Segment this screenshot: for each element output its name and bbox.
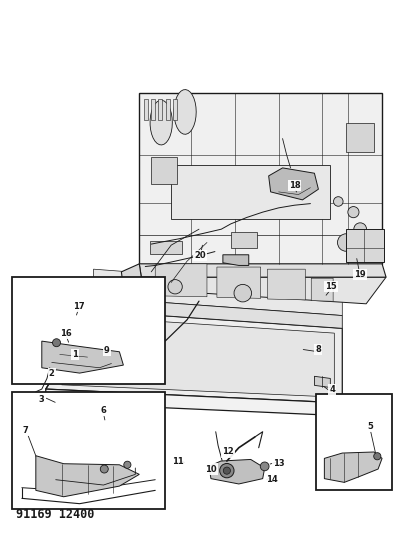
Bar <box>346 123 374 152</box>
Circle shape <box>94 345 105 356</box>
Polygon shape <box>314 376 330 387</box>
Polygon shape <box>209 459 265 484</box>
Text: 13: 13 <box>273 459 285 468</box>
Text: 7: 7 <box>23 426 29 435</box>
Circle shape <box>124 461 131 469</box>
Polygon shape <box>346 229 384 262</box>
Polygon shape <box>72 305 94 325</box>
Text: 4: 4 <box>330 385 335 393</box>
Circle shape <box>334 197 343 206</box>
Bar <box>150 241 182 254</box>
Polygon shape <box>94 269 342 316</box>
Polygon shape <box>139 93 382 264</box>
Circle shape <box>348 207 359 217</box>
Polygon shape <box>174 90 196 134</box>
Text: 91169 12400: 91169 12400 <box>16 508 94 521</box>
Text: 6: 6 <box>101 406 106 415</box>
Polygon shape <box>46 389 342 416</box>
Polygon shape <box>46 311 342 403</box>
Text: 8: 8 <box>316 345 321 353</box>
Text: 16: 16 <box>60 329 72 337</box>
Circle shape <box>100 465 108 473</box>
Bar <box>316 394 392 490</box>
Polygon shape <box>223 255 249 265</box>
Bar <box>158 99 162 120</box>
Text: 9: 9 <box>104 346 109 354</box>
Text: 19: 19 <box>354 270 366 279</box>
Text: 3: 3 <box>39 395 45 404</box>
Text: 12: 12 <box>222 448 234 456</box>
Circle shape <box>220 464 234 478</box>
Polygon shape <box>324 452 382 482</box>
Text: 17: 17 <box>73 302 85 311</box>
Bar <box>166 99 170 120</box>
Circle shape <box>338 234 355 251</box>
Polygon shape <box>62 318 334 397</box>
Circle shape <box>223 467 230 474</box>
Text: 11: 11 <box>172 457 184 465</box>
Circle shape <box>53 339 60 346</box>
Text: 10: 10 <box>205 465 217 473</box>
Polygon shape <box>217 267 261 298</box>
Bar <box>151 99 155 120</box>
Text: 2: 2 <box>49 369 55 377</box>
Polygon shape <box>267 269 305 300</box>
Circle shape <box>374 453 381 460</box>
Polygon shape <box>121 264 141 288</box>
Text: 1: 1 <box>72 350 78 359</box>
Polygon shape <box>121 277 386 304</box>
Polygon shape <box>94 297 342 328</box>
Bar <box>144 99 148 120</box>
Circle shape <box>354 223 367 236</box>
Bar <box>173 99 177 120</box>
Polygon shape <box>36 456 139 497</box>
Polygon shape <box>150 100 172 145</box>
Bar <box>12 277 165 384</box>
Polygon shape <box>139 264 386 277</box>
Text: 20: 20 <box>194 252 206 260</box>
Text: 18: 18 <box>289 181 300 190</box>
Circle shape <box>72 352 81 362</box>
Circle shape <box>168 280 182 294</box>
Polygon shape <box>155 264 207 297</box>
Polygon shape <box>42 341 123 373</box>
Bar <box>12 392 165 509</box>
Polygon shape <box>269 168 318 200</box>
Circle shape <box>234 285 252 302</box>
Circle shape <box>260 462 269 471</box>
Text: 5: 5 <box>367 422 373 431</box>
Bar <box>151 157 177 184</box>
Text: 15: 15 <box>325 282 337 291</box>
Bar <box>231 232 257 248</box>
Polygon shape <box>311 278 333 301</box>
Text: 14: 14 <box>265 475 277 484</box>
Polygon shape <box>171 165 330 219</box>
